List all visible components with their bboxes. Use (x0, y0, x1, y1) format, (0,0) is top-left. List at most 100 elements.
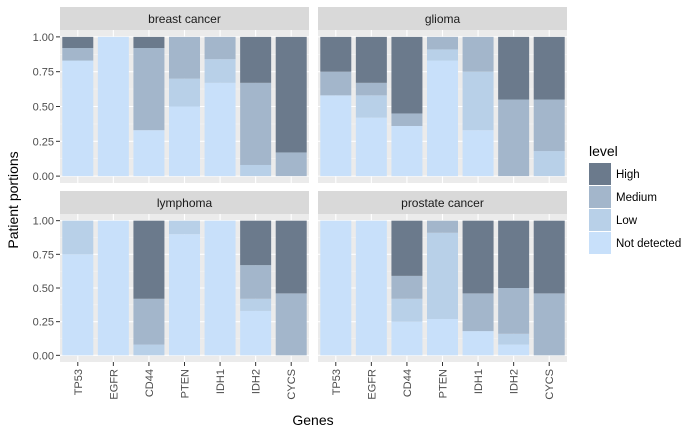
bar-lymphoma-idh2-not-detected (240, 310, 272, 356)
y-tick-label: 0.00 (33, 171, 54, 183)
y-tick-label: 0.50 (33, 102, 54, 114)
bar-breast-cancer-idh1-low (204, 59, 236, 83)
x-tick-label: IDH2 (251, 369, 263, 394)
bar-lymphoma-cycs-medium (275, 293, 307, 356)
panel-strip (60, 191, 309, 214)
bar-breast-cancer-tp53-medium (62, 48, 94, 61)
legend-swatch-medium (589, 186, 611, 208)
bar-prostate-cancer-idh2-medium (498, 288, 530, 334)
legend-items: High Medium Low Not detected (589, 163, 681, 254)
x-tick-label: PTEN (180, 369, 192, 398)
legend-label-not-detected: Not detected (616, 238, 681, 250)
bar-glioma-pten-medium (427, 36, 458, 50)
y-tick-label: 1.00 (33, 32, 54, 44)
bar-breast-cancer-pten-medium (169, 36, 200, 79)
x-tick-label: CYCS (286, 369, 298, 400)
x-tick-label: IDH1 (215, 369, 227, 394)
panel-prostate-cancer: prostate cancer TP53 EGFR CD44 PTEN IDH1 IDH2 C… (318, 191, 567, 400)
bar-prostate-cancer-cycs-medium (533, 293, 565, 356)
bar-breast-cancer-idh2-high (240, 36, 272, 83)
bar-lymphoma-idh2-medium (240, 265, 272, 299)
bar-glioma-egfr-low (355, 95, 387, 118)
bar-lymphoma-cycs-high (275, 220, 307, 294)
bar-glioma-egfr-high (355, 36, 387, 83)
bar-breast-cancer-cd44-not-detected (133, 130, 165, 177)
x-tick-label: EGFR (366, 369, 378, 400)
bar-glioma-cycs-high (533, 36, 565, 100)
bar-prostate-cancer-pten-low (427, 232, 458, 319)
bar-glioma-tp53-not-detected (320, 95, 352, 177)
x-tick-label: PTEN (438, 369, 450, 398)
bar-prostate-cancer-cd44-high (391, 220, 423, 276)
panel-breast-cancer: breast cancer 0.00 0.25 0.50 0.75 1.00 (33, 7, 309, 183)
bar-lymphoma-idh1-not-detected (204, 220, 236, 356)
panel-strip (318, 7, 567, 30)
legend-label-low: Low (616, 215, 638, 227)
legend-title: level (589, 143, 618, 159)
bar-glioma-egfr-not-detected (355, 117, 387, 177)
panel-strip (318, 191, 567, 214)
panel-title: breast cancer (148, 12, 221, 26)
bar-glioma-idh1-not-detected (462, 130, 494, 177)
bar-breast-cancer-cycs-medium (275, 152, 307, 177)
bar-lymphoma-cd44-high (133, 220, 165, 299)
panel-lymphoma: lymphoma 0.00 0.25 0.50 0.75 1.00 TP53 EGFR CD44… (33, 191, 309, 400)
bar-breast-cancer-idh1-medium (204, 36, 236, 60)
bar-breast-cancer-pten-not-detected (169, 106, 200, 177)
y-tick-label: 0.75 (33, 249, 54, 261)
bar-lymphoma-tp53-low (62, 220, 94, 255)
legend-label-high: High (616, 169, 640, 181)
bar-glioma-pten-low (427, 49, 458, 61)
bar-prostate-cancer-idh1-high (462, 220, 494, 294)
x-tick-label: IDH2 (509, 369, 521, 394)
legend-swatch-not-detected (589, 232, 611, 254)
bar-lymphoma-egfr-not-detected (97, 220, 129, 356)
y-tick-label: 0.00 (33, 350, 54, 362)
bar-prostate-cancer-idh1-medium (462, 293, 494, 332)
bar-breast-cancer-idh2-low (240, 164, 272, 177)
bar-glioma-cd44-medium (391, 113, 423, 126)
x-tick-label: IDH1 (473, 369, 485, 394)
y-tick-label: 0.25 (33, 136, 54, 148)
bar-breast-cancer-egfr-not-detected (97, 36, 129, 177)
panel-title: prostate cancer (401, 196, 484, 210)
bar-breast-cancer-tp53-not-detected (62, 60, 94, 177)
bar-breast-cancer-pten-low (169, 78, 200, 107)
bar-breast-cancer-cd44-high (133, 36, 165, 49)
bar-breast-cancer-idh2-medium (240, 82, 272, 165)
legend-label-medium: Medium (616, 192, 657, 204)
bar-glioma-idh2-medium (498, 99, 530, 177)
panel-glioma: glioma (318, 7, 567, 183)
y-axis-title: Patient portions (5, 151, 21, 248)
x-tick-label: TP53 (73, 369, 85, 395)
bar-breast-cancer-idh1-not-detected (204, 82, 236, 177)
bar-glioma-tp53-medium (320, 71, 352, 96)
legend: level High Medium Low Not detected (589, 143, 681, 254)
x-tick-label: CYCS (544, 369, 556, 400)
y-tick-label: 0.25 (33, 317, 54, 329)
bar-lymphoma-cd44-medium (133, 298, 165, 345)
bar-lymphoma-pten-not-detected (169, 234, 200, 356)
bar-prostate-cancer-pten-medium (427, 220, 458, 233)
x-tick-label: CD44 (144, 369, 156, 397)
bar-prostate-cancer-cycs-high (533, 220, 565, 294)
bar-prostate-cancer-idh1-not-detected (462, 331, 494, 356)
bar-glioma-cd44-not-detected (391, 125, 423, 177)
panel-title: lymphoma (157, 196, 213, 210)
legend-swatch-high (589, 163, 611, 185)
bar-prostate-cancer-tp53-not-detected (320, 220, 352, 356)
bar-glioma-idh1-low (462, 71, 494, 131)
bar-prostate-cancer-pten-not-detected (427, 318, 458, 356)
bar-lymphoma-idh2-low (240, 298, 272, 311)
x-tick-label: EGFR (108, 369, 120, 400)
bar-glioma-idh2-high (498, 36, 530, 100)
panel-title: glioma (425, 12, 461, 26)
bar-glioma-cd44-high (391, 36, 423, 114)
bar-prostate-cancer-idh2-not-detected (498, 344, 530, 356)
legend-swatch-low (589, 209, 611, 231)
bar-glioma-tp53-high (320, 36, 352, 72)
bar-glioma-egfr-medium (355, 82, 387, 96)
bar-breast-cancer-tp53-high (62, 36, 94, 49)
bar-prostate-cancer-idh2-low (498, 333, 530, 345)
